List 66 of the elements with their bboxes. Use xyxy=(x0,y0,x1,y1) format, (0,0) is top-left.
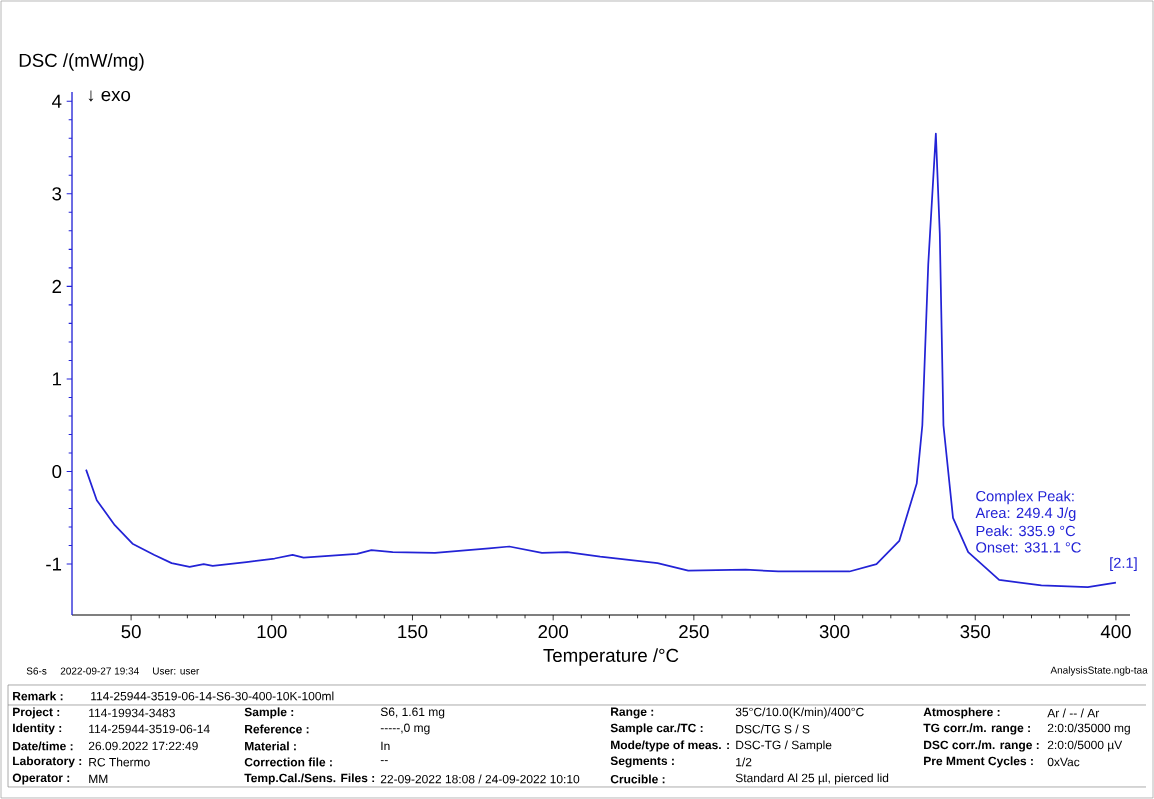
text: Pre Mment Cycles : xyxy=(924,756,1033,768)
text: Laboratory : xyxy=(13,756,82,768)
text: Project : xyxy=(13,707,60,719)
y-tick-label: 3 xyxy=(52,187,62,201)
text: 35°C/10.0(K/min)/400°C xyxy=(735,707,864,719)
text: 1/2 xyxy=(736,757,752,767)
text: 114-25944-3519-06-14-S6-30-400-10K-100ml xyxy=(91,691,334,701)
annotation: Onset: 331.1 °C xyxy=(976,542,1081,553)
y-tick-label: 2 xyxy=(52,279,62,293)
y-axis-title: DSC /(mW/mg) xyxy=(19,53,144,71)
text: 2:0:0/35000 mg xyxy=(1047,723,1130,735)
annotation: Area: 249.4 J/g xyxy=(975,507,1076,521)
text: AnalysisState.ngb-taa xyxy=(1050,666,1148,676)
x-tick-label: 200 xyxy=(538,625,569,639)
annotation: ↓ exo xyxy=(88,90,131,102)
annotation: Peak: 335.9 °C xyxy=(976,525,1076,537)
x-tick-label: 250 xyxy=(679,625,709,639)
text: DSC corr./m. range : xyxy=(924,740,1039,752)
y-tick-label: 0 xyxy=(52,464,62,479)
text: Identity : xyxy=(13,723,62,735)
text: 114-25944-3519-06-14 xyxy=(89,724,210,734)
text: DSC/TG S / S xyxy=(736,724,810,734)
text: In xyxy=(381,741,390,751)
text: Mode/type of meas. : xyxy=(611,740,729,752)
text: Segments : xyxy=(610,756,674,768)
text: 22-09-2022 18:08 / 24-09-2022 10:10 xyxy=(380,774,580,784)
text: Material : xyxy=(245,741,296,751)
text: Atmosphere : xyxy=(923,707,1000,719)
text: 2:0:0/5000 µV xyxy=(1047,740,1123,752)
text: S6-s xyxy=(26,667,47,675)
text: 26.09.2022 17:22:49 xyxy=(88,741,198,751)
x-tick-label: 150 xyxy=(398,625,428,639)
text: TG corr./m. range : xyxy=(923,723,1030,735)
text: Standard Al 25 µl, pierced lid xyxy=(735,773,889,785)
text: Sample : xyxy=(244,707,294,719)
text: Reference : xyxy=(245,724,309,734)
y-tick-label: 1 xyxy=(53,372,62,386)
text: DSC-TG / Sample xyxy=(736,740,832,752)
text: S6, 1.61 mg xyxy=(380,707,445,719)
text: Ar / -- / Ar xyxy=(1047,708,1100,718)
y-tick-label: -1 xyxy=(46,557,62,571)
text: RC Thermo xyxy=(89,757,150,767)
text: Operator : xyxy=(12,773,70,785)
text: Sample car./TC : xyxy=(610,723,703,735)
text: Temp.Cal./Sens. Files : xyxy=(244,773,375,785)
text: Range : xyxy=(611,707,654,719)
x-tick-label: 100 xyxy=(257,625,287,639)
annotation: Complex Peak: xyxy=(976,490,1074,505)
x-tick-label: 300 xyxy=(819,625,850,639)
text: 2022-09-27 19:34 xyxy=(60,667,139,675)
text: Correction file : xyxy=(244,757,332,767)
text: 114-19934-3483 xyxy=(89,708,175,718)
text: 0xVac xyxy=(1047,757,1080,767)
text: User: user xyxy=(153,667,200,675)
text: Crucible : xyxy=(610,774,665,784)
x-tick-label: 50 xyxy=(121,625,141,639)
x-axis-title: Temperature /°C xyxy=(543,648,679,666)
y-tick-label: 4 xyxy=(52,94,62,108)
annotation: [2.1] xyxy=(1110,557,1137,571)
text: -- xyxy=(380,760,388,762)
x-tick-label: 350 xyxy=(960,625,991,639)
text: Remark : xyxy=(13,691,63,701)
x-tick-label: 400 xyxy=(1100,625,1131,639)
text: Date/time : xyxy=(13,741,73,751)
text: MM xyxy=(89,774,108,784)
text: -----,0 mg xyxy=(380,723,430,735)
